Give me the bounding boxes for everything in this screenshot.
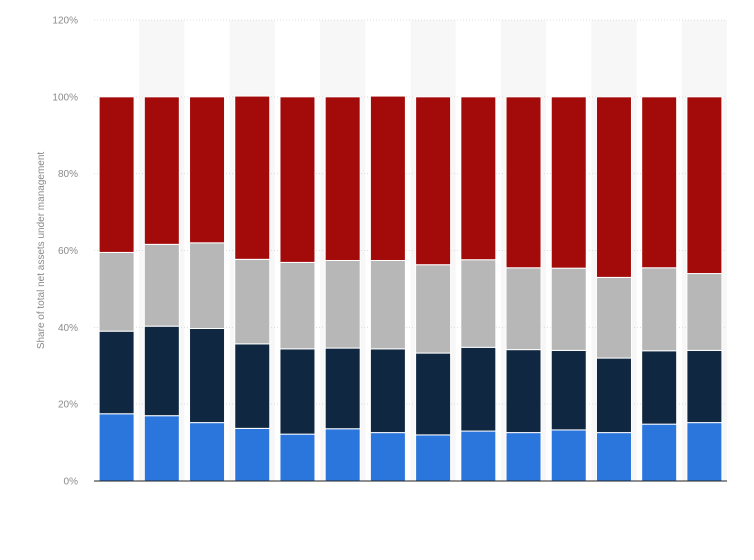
bar-segment xyxy=(98,96,135,253)
bar-segment xyxy=(415,434,452,482)
bar-segment xyxy=(189,96,226,244)
bar-segment xyxy=(460,430,497,482)
y-tick-label: 0% xyxy=(64,477,79,488)
y-tick-label: 40% xyxy=(58,323,78,334)
bar-segment xyxy=(550,267,587,351)
bar-segment xyxy=(641,350,678,425)
bar-segment xyxy=(189,422,226,482)
bar-segment xyxy=(686,349,723,424)
bar-segment xyxy=(189,327,226,424)
bar-segment xyxy=(415,352,452,436)
y-tick-label: 20% xyxy=(58,400,78,411)
bar-segment xyxy=(143,96,180,245)
bar-segment xyxy=(595,357,632,434)
bar-segment xyxy=(98,413,135,482)
bar-segment xyxy=(324,428,361,482)
bar-segment xyxy=(686,96,723,275)
bar-segment xyxy=(369,432,406,482)
bar-segment xyxy=(234,258,271,345)
bar-segment xyxy=(279,96,316,263)
bar-segment xyxy=(324,347,361,430)
bar-segment xyxy=(686,273,723,351)
bar-segment xyxy=(234,95,271,260)
bar-segment xyxy=(686,422,723,482)
bar-segment xyxy=(369,348,406,434)
y-tick-label: 60% xyxy=(58,246,78,257)
y-axis-title: Share of total net assets under manageme… xyxy=(36,152,47,350)
bar-segment xyxy=(279,348,316,435)
y-axis-tick-labels: 0% 20% 40% 60% 80% 100% 120% xyxy=(52,16,78,488)
bar-segment xyxy=(98,251,135,332)
bar-segment xyxy=(369,259,406,350)
bar-segment xyxy=(234,343,271,429)
bar-segment xyxy=(550,429,587,482)
bar-segment xyxy=(143,415,180,482)
bar-segment xyxy=(279,433,316,482)
bar-segment xyxy=(143,243,180,327)
y-tick-label: 80% xyxy=(58,169,78,180)
bars xyxy=(98,95,723,482)
bar-segment xyxy=(550,349,587,431)
bar-segment xyxy=(324,96,361,261)
bar-segment xyxy=(369,95,406,261)
bar-segment xyxy=(460,259,497,348)
bar-segment xyxy=(324,259,361,349)
bar-segment xyxy=(415,264,452,354)
bar-segment xyxy=(550,96,587,269)
bar-segment xyxy=(595,96,632,278)
y-tick-label: 120% xyxy=(52,16,78,27)
bar-segment xyxy=(415,96,452,266)
bar-segment xyxy=(460,96,497,261)
bar-segment xyxy=(505,267,542,351)
bar-segment xyxy=(279,261,316,350)
bar-segment xyxy=(460,346,497,432)
bar-segment xyxy=(505,96,542,269)
bar-segment xyxy=(641,423,678,482)
bar-segment xyxy=(234,427,271,482)
bar-segment xyxy=(505,432,542,482)
bar-segment xyxy=(595,432,632,482)
bar-segment xyxy=(641,267,678,352)
bar-segment xyxy=(189,242,226,329)
bar-segment xyxy=(505,349,542,434)
bar-segment xyxy=(143,325,180,417)
bar-segment xyxy=(595,276,632,359)
bar-segment xyxy=(98,330,135,415)
bar-segment xyxy=(641,96,678,269)
y-tick-label: 100% xyxy=(52,92,78,103)
